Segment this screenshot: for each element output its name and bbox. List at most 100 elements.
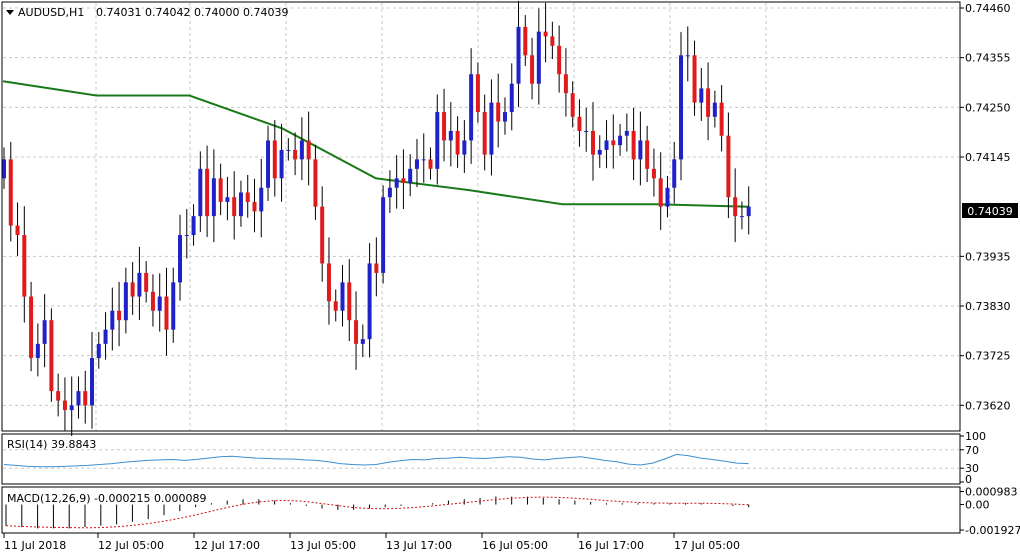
bear-candle[interactable] — [252, 201, 257, 212]
bull-candle[interactable] — [672, 159, 677, 188]
bull-candle[interactable] — [90, 358, 95, 406]
bear-candle[interactable] — [733, 197, 738, 217]
bull-candle[interactable] — [408, 168, 413, 184]
bear-candle[interactable] — [49, 320, 54, 392]
bear-candle[interactable] — [8, 159, 13, 226]
bear-candle[interactable] — [590, 130, 595, 155]
bull-candle[interactable] — [536, 31, 541, 84]
bull-candle[interactable] — [367, 263, 372, 340]
bull-candle[interactable] — [414, 159, 419, 169]
bull-candle[interactable] — [110, 310, 115, 330]
bull-candle[interactable] — [387, 187, 392, 198]
bull-candle[interactable] — [178, 235, 183, 283]
dropdown-arrow-icon[interactable] — [6, 10, 14, 15]
bull-candle[interactable] — [184, 235, 189, 237]
bear-candle[interactable] — [611, 140, 616, 146]
bull-candle[interactable] — [259, 187, 264, 212]
bear-candle[interactable] — [62, 400, 67, 411]
bear-candle[interactable] — [455, 130, 460, 155]
bear-candle[interactable] — [29, 296, 34, 359]
bear-candle[interactable] — [631, 130, 636, 160]
bear-candle[interactable] — [232, 197, 237, 217]
bear-candle[interactable] — [56, 391, 61, 401]
bear-candle[interactable] — [570, 93, 575, 117]
bull-candle[interactable] — [381, 197, 386, 273]
bull-candle[interactable] — [2, 159, 6, 179]
bull-candle[interactable] — [421, 159, 426, 161]
bear-candle[interactable] — [692, 55, 697, 103]
bull-candle[interactable] — [584, 130, 589, 132]
bull-candle[interactable] — [137, 272, 142, 297]
bull-candle[interactable] — [746, 206, 751, 217]
bear-candle[interactable] — [15, 225, 20, 236]
bear-candle[interactable] — [374, 263, 379, 273]
bull-candle[interactable] — [69, 405, 74, 411]
bull-candle[interactable] — [211, 178, 216, 217]
bear-candle[interactable] — [530, 55, 535, 84]
bull-candle[interactable] — [238, 192, 243, 217]
bear-candle[interactable] — [117, 310, 122, 321]
bear-candle[interactable] — [482, 112, 487, 155]
bull-candle[interactable] — [191, 216, 196, 236]
bull-candle[interactable] — [502, 112, 507, 122]
bear-candle[interactable] — [428, 159, 433, 169]
bear-candle[interactable] — [313, 159, 318, 207]
bull-candle[interactable] — [103, 329, 108, 344]
bull-candle[interactable] — [123, 282, 128, 321]
bull-candle[interactable] — [462, 140, 467, 155]
bear-candle[interactable] — [645, 140, 650, 169]
bull-candle[interactable] — [299, 140, 304, 160]
bull-candle[interactable] — [171, 282, 176, 330]
bear-candle[interactable] — [401, 178, 406, 184]
bull-candle[interactable] — [712, 102, 717, 117]
bear-candle[interactable] — [326, 263, 331, 302]
bear-candle[interactable] — [218, 178, 223, 202]
bear-candle[interactable] — [726, 135, 731, 198]
bull-candle[interactable] — [360, 339, 365, 344]
bear-candle[interactable] — [245, 192, 250, 202]
bear-candle[interactable] — [557, 45, 562, 75]
bull-candle[interactable] — [618, 135, 623, 146]
bear-candle[interactable] — [144, 272, 149, 292]
bull-candle[interactable] — [509, 83, 514, 113]
bull-candle[interactable] — [96, 343, 101, 359]
bull-candle[interactable] — [394, 178, 399, 188]
bear-candle[interactable] — [550, 36, 555, 46]
bear-candle[interactable] — [475, 74, 480, 113]
bull-candle[interactable] — [279, 149, 284, 179]
bear-candle[interactable] — [130, 282, 135, 297]
bull-candle[interactable] — [286, 149, 291, 151]
candlestick-series[interactable] — [2, 0, 751, 437]
bear-candle[interactable] — [320, 206, 325, 264]
bear-candle[interactable] — [347, 282, 352, 321]
bear-candle[interactable] — [706, 88, 711, 117]
bull-candle[interactable] — [266, 140, 271, 188]
bear-candle[interactable] — [22, 235, 27, 297]
bull-candle[interactable] — [739, 216, 744, 218]
bull-candle[interactable] — [76, 391, 81, 406]
bear-candle[interactable] — [354, 320, 359, 344]
bull-candle[interactable] — [685, 55, 690, 57]
bear-candle[interactable] — [523, 26, 528, 56]
bear-candle[interactable] — [333, 301, 338, 311]
bull-candle[interactable] — [340, 282, 345, 311]
bull-candle[interactable] — [624, 130, 629, 136]
bear-candle[interactable] — [442, 112, 447, 141]
bear-candle[interactable] — [563, 74, 568, 94]
bull-candle[interactable] — [157, 296, 162, 311]
bull-candle[interactable] — [42, 320, 47, 344]
bull-candle[interactable] — [435, 112, 440, 169]
bull-candle[interactable] — [448, 130, 453, 141]
bear-candle[interactable] — [150, 291, 155, 311]
bear-candle[interactable] — [651, 168, 656, 179]
bull-candle[interactable] — [225, 197, 230, 202]
bull-candle[interactable] — [597, 149, 602, 155]
bull-candle[interactable] — [604, 140, 609, 150]
bear-candle[interactable] — [164, 296, 169, 330]
bear-candle[interactable] — [205, 168, 210, 217]
bull-candle[interactable] — [665, 187, 670, 207]
bull-candle[interactable] — [679, 55, 683, 160]
bull-candle[interactable] — [638, 140, 643, 160]
bull-candle[interactable] — [35, 343, 40, 359]
bear-candle[interactable] — [306, 140, 311, 160]
